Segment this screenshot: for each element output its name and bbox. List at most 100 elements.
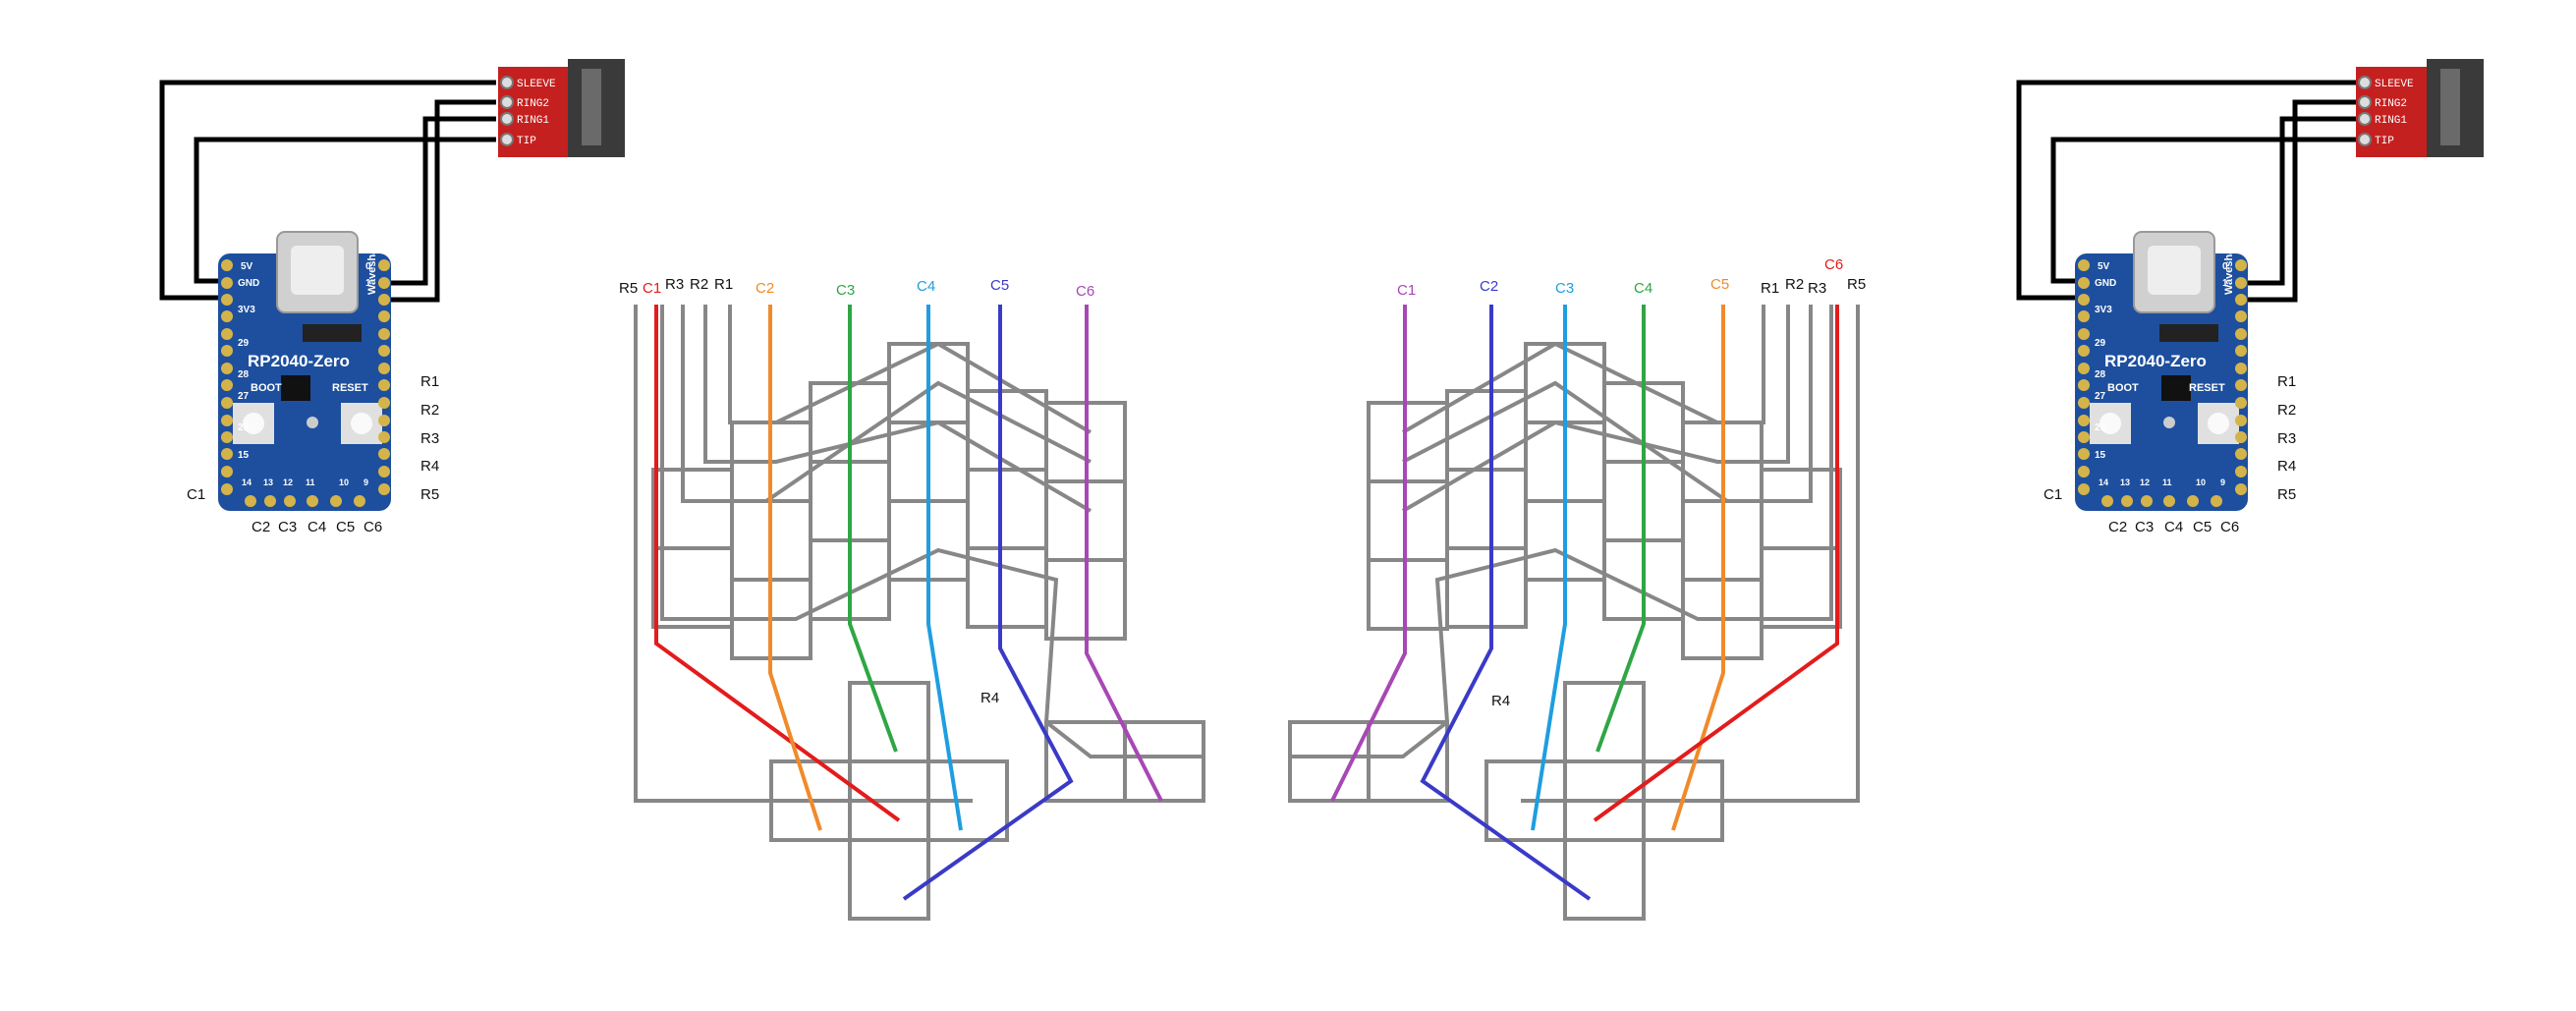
right-mcu-row-label: R4 (2277, 458, 2296, 475)
jack-ring2-label: RING2 (2375, 98, 2407, 110)
left-reset-label: RESET (332, 382, 368, 394)
left-col-label: C2 (756, 280, 774, 297)
right-col-label: C3 (1555, 280, 1574, 297)
right-r4-label: R4 (1491, 693, 1510, 709)
left-pin-label: GND (238, 278, 259, 289)
left-pin-label: 13 (263, 477, 273, 487)
left-mcu-col-label: C2 (252, 519, 270, 535)
right-top-row-label: R3 (1808, 280, 1826, 297)
right-pin-label: 29 (2095, 338, 2106, 349)
left-top-row-label: R1 (714, 276, 733, 293)
right-mcu-col-label: C6 (2220, 519, 2239, 535)
left-pin-label: 14 (242, 477, 252, 487)
right-jack-wiring (2016, 80, 2356, 303)
left-pin-label: 29 (238, 338, 250, 349)
left-mcu-col-label: C3 (278, 519, 297, 535)
jack-ring2-label: RING2 (517, 98, 549, 110)
left-pin-label: 0 (365, 261, 371, 272)
left-mcu-labels: R1 R2 R3 R4 R5 C1 C2 C3 C4 C5 C6 (187, 373, 439, 535)
left-top-row-label: R3 (665, 276, 684, 293)
left-pin-label: 1 (365, 278, 371, 289)
right-top-row-label: R5 (1847, 276, 1866, 293)
left-r4-label: R4 (980, 690, 999, 706)
right-col-label: C4 (1634, 280, 1652, 297)
left-column-wires (654, 305, 1163, 901)
left-mcu-col-label: C4 (308, 519, 326, 535)
left-col-label: C3 (836, 282, 855, 299)
right-pin-label: 9 (2220, 477, 2225, 487)
right-pin-label: 14 (2099, 477, 2108, 487)
left-top-row-label: R5 (619, 280, 638, 297)
left-top-row-label: R2 (690, 276, 708, 293)
right-pin-label: 27 (2095, 391, 2106, 402)
right-top-row-label: R2 (1785, 276, 1804, 293)
right-col-label: C5 (1710, 276, 1729, 293)
right-mcu-col-label: C4 (2164, 519, 2183, 535)
left-mcu-row-label: R4 (420, 458, 439, 475)
right-mcu-row-label: R3 (2277, 430, 2296, 447)
right-mcu-col-label: C5 (2193, 519, 2212, 535)
left-pin-label: 9 (364, 477, 368, 487)
left-pin-label: 12 (283, 477, 293, 487)
right-mcu-col-label: C2 (2108, 519, 2127, 535)
left-pin-label: 15 (238, 450, 250, 461)
right-mcu-col-label: C1 (2044, 486, 2062, 503)
right-board-maker: Waveshare (2223, 238, 2235, 295)
right-half-labels: C1 C2 C3 C4 C5 R1 R2 R3 C6 R5 R4 (1397, 256, 1866, 709)
right-pin-label: 13 (2120, 477, 2130, 487)
left-mcu-col-label: C5 (336, 519, 355, 535)
left-col-label: C5 (990, 277, 1009, 294)
left-pin-label: 27 (238, 391, 250, 402)
left-pin-label: 10 (339, 477, 349, 487)
right-pin-label: 0 (2222, 261, 2228, 272)
jack-tip-label: TIP (517, 136, 536, 147)
right-row-wires (1290, 305, 1860, 803)
left-half-labels: R5 C1 R3 R2 R1 C2 C3 C4 C5 C6 R4 (619, 276, 1094, 706)
left-pin-label: 11 (306, 477, 315, 487)
left-boot-label: BOOT (251, 382, 282, 394)
right-pin-label: 3V3 (2095, 305, 2112, 315)
left-top-col-label: C1 (643, 280, 661, 297)
jack-ring1-label: RING1 (2375, 115, 2407, 127)
left-board-maker: Waveshare (366, 238, 378, 295)
left-mcu-board: RP2040-Zero Waveshare BOOT RESET 5V GND … (218, 231, 391, 511)
left-pin-label: 5V (241, 261, 253, 272)
jack-ring1-label: RING1 (517, 115, 549, 127)
left-col-label: C6 (1076, 283, 1094, 300)
right-top-row-label: R1 (1761, 280, 1779, 297)
right-pin-label: 12 (2140, 477, 2150, 487)
left-mcu-row-label: R2 (420, 402, 439, 419)
right-mcu-row-label: R2 (2277, 402, 2296, 419)
right-pin-label: 11 (2162, 477, 2172, 487)
left-row-wires (634, 305, 1204, 803)
right-mcu-col-label: C3 (2135, 519, 2154, 535)
right-mcu-row-label: R5 (2277, 486, 2296, 503)
right-pin-label: 15 (2095, 450, 2106, 461)
jack-sleeve-label: SLEEVE (517, 79, 556, 90)
left-col-label: C4 (917, 278, 935, 295)
left-jack-wiring (159, 80, 496, 303)
left-pin-label: 26 (238, 422, 250, 433)
left-mcu-row-label: R1 (420, 373, 439, 390)
right-boot-label: BOOT (2107, 382, 2139, 394)
right-mcu-row-label: R1 (2277, 373, 2296, 390)
right-pin-label: 5V (2098, 261, 2110, 272)
left-board-name: RP2040-Zero (248, 352, 350, 370)
right-mcu-board: RP2040-Zero Waveshare BOOT RESET 5V GND … (2075, 231, 2248, 511)
left-mcu-col-label: C6 (364, 519, 382, 535)
right-col-label: C1 (1397, 282, 1416, 299)
right-top-col-label: C6 (1824, 256, 1843, 273)
right-reset-label: RESET (2189, 382, 2225, 394)
left-pin-label: 3V3 (238, 305, 255, 315)
right-pin-label: GND (2095, 278, 2116, 289)
right-board-name: RP2040-Zero (2104, 352, 2207, 370)
right-pin-label: 26 (2095, 422, 2106, 433)
jack-tip-label: TIP (2375, 136, 2394, 147)
right-pin-label: 10 (2196, 477, 2206, 487)
right-audio-jack: SLEEVE RING2 RING1 TIP (2356, 59, 2484, 157)
left-pin-label: 28 (238, 369, 250, 380)
right-mcu-labels: R1 R2 R3 R4 R5 C1 C2 C3 C4 C5 C6 (2044, 373, 2296, 535)
right-column-wires (1330, 305, 1839, 901)
